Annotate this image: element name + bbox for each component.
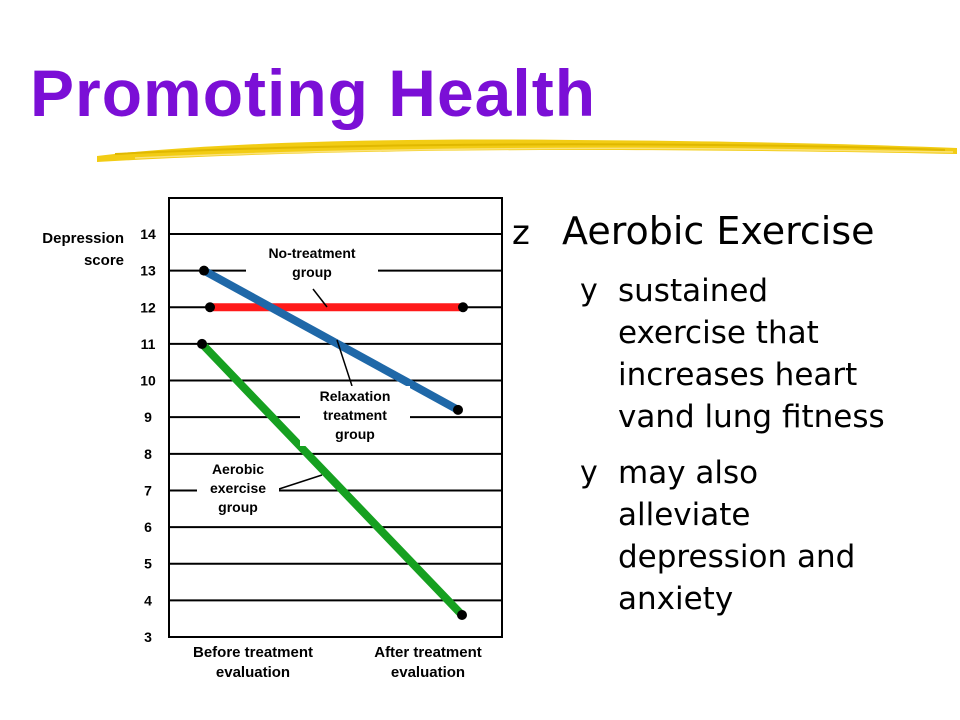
y-tick-label: 12 [140, 299, 156, 315]
sub-bullet-marker: y [580, 455, 598, 490]
y-tick-label: 11 [141, 336, 156, 352]
bullet-aerobic-exercise: z Aerobic Exercise [512, 208, 952, 256]
data-point [197, 338, 207, 349]
aerobic-leader [278, 474, 323, 490]
data-point [205, 302, 215, 313]
x-category-before-line-1: Before treatment [193, 644, 313, 661]
x-category-after-line-1: After treatment [374, 644, 482, 661]
relaxation-label-line-2: treatment [323, 407, 387, 423]
brushstroke-highlight [134, 147, 954, 159]
y-axis-label-line-2: score [84, 252, 124, 269]
series-layer [197, 265, 468, 621]
data-point [199, 265, 209, 276]
no-treatment-label-bg [246, 243, 378, 285]
y-tick-label: 8 [144, 446, 152, 462]
no-treatment-leader [312, 288, 328, 308]
sub-bullet-line: exercise that [618, 315, 819, 351]
bullet-list: z Aerobic Exercise y sustained exercise … [512, 208, 952, 620]
sub-bullet-line: alleviate [618, 497, 751, 533]
series-line [199, 341, 465, 618]
sub-bullet-line: may also [618, 455, 759, 491]
y-tick-label: 13 [140, 263, 156, 279]
data-point [453, 404, 463, 415]
bullet-marker: z [512, 213, 530, 253]
no-treatment-label-line-1: No-treatment [268, 245, 355, 261]
title-underline-brushstroke [97, 139, 957, 162]
y-tick-label: 3 [144, 629, 152, 645]
sub-bullet-line: anxiety [618, 581, 734, 617]
brushstroke-texture [114, 143, 946, 155]
sub-bullet-sustained-exercise: y sustained exercise that increases hear… [580, 270, 952, 438]
sub-bullet-marker: y [580, 273, 598, 308]
y-axis-label-line-1: Depression [42, 230, 124, 247]
sub-bullet-line: increases heart [618, 357, 858, 393]
relaxation-label-line-3: group [335, 426, 375, 442]
y-axis-ticks: 3 4 5 6 7 8 9 10 11 12 13 14 [140, 226, 156, 645]
relaxation-leader [336, 339, 353, 387]
relaxation-label-bg [300, 386, 410, 446]
y-tick-label: 5 [144, 556, 152, 572]
relaxation-label-line-1: Relaxation [320, 388, 391, 404]
y-tick-label: 6 [144, 519, 152, 535]
y-tick-label: 14 [140, 226, 156, 242]
aerobic-label-line-3: group [218, 499, 258, 515]
sub-bullet-line: vand lung fitness [618, 399, 885, 435]
slide-title: Promoting Health [30, 56, 597, 130]
no-treatment-label-line-2: group [292, 264, 332, 280]
y-tick-label: 9 [144, 409, 152, 425]
x-category-after-line-2: evaluation [391, 664, 465, 681]
data-point [457, 610, 467, 621]
y-tick-label: 4 [144, 592, 152, 608]
x-category-before-line-2: evaluation [216, 664, 290, 681]
bullet-main-text: Aerobic Exercise [562, 209, 875, 253]
aerobic-label-line-2: exercise [210, 480, 266, 496]
aerobic-label-line-1: Aerobic [212, 461, 264, 477]
y-tick-label: 10 [140, 373, 156, 389]
sub-bullet-line: sustained [618, 273, 769, 309]
sub-bullet-line: depression and [618, 539, 856, 575]
aerobic-label-bg [197, 460, 279, 520]
y-tick-label: 7 [144, 482, 152, 498]
series-line [202, 267, 460, 414]
sub-bullet-may-alleviate: y may also alleviate depression and anxi… [580, 452, 952, 620]
data-point [458, 302, 468, 313]
